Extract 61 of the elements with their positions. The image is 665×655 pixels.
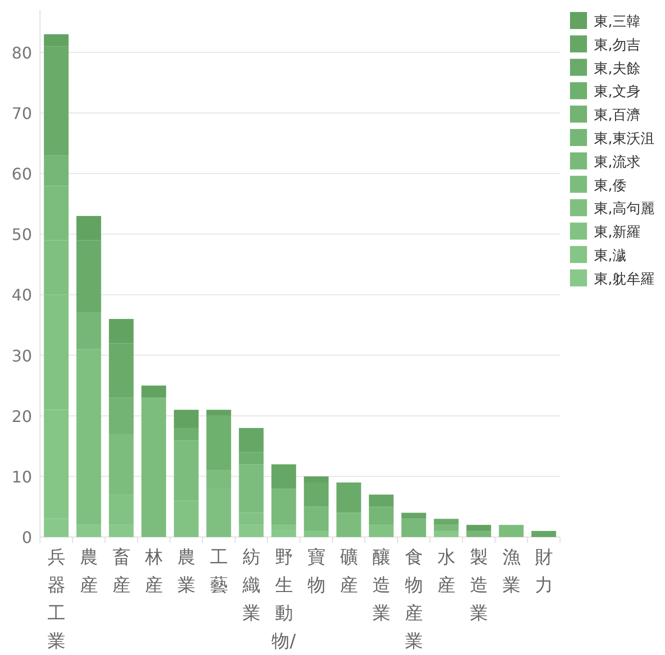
bar	[206, 416, 232, 470]
x-tick-label: 礦産	[340, 547, 358, 596]
legend-label: 東,高句麗	[594, 201, 654, 218]
bar	[466, 524, 492, 531]
bar	[434, 530, 459, 537]
y-tick-label: 60	[12, 164, 32, 184]
legend-label: 東,新羅	[594, 224, 640, 241]
bar	[336, 512, 362, 537]
bar	[531, 530, 556, 537]
legend-label: 東,東沃沮	[594, 131, 654, 147]
bar	[304, 506, 329, 531]
bar	[174, 428, 199, 440]
bar	[498, 524, 524, 537]
bar	[304, 530, 329, 537]
x-tick-label: 工藝	[210, 547, 228, 596]
y-tick-label: 0	[22, 528, 32, 547]
y-tick-label: 10	[12, 467, 32, 486]
legend-label: 東,躭牟羅	[594, 271, 654, 288]
bar	[174, 410, 199, 428]
legend-label: 東,夫餘	[594, 60, 640, 77]
legend-label: 東,濊	[594, 248, 626, 264]
x-tick-label: 兵器工業	[47, 547, 66, 652]
bar	[368, 524, 394, 537]
y-tick-label: 70	[12, 104, 32, 123]
bar	[401, 518, 426, 537]
y-tick-label: 50	[12, 225, 32, 244]
bar	[401, 512, 426, 519]
bar	[206, 410, 232, 416]
bar	[271, 464, 296, 489]
y-tick-label: 20	[12, 406, 32, 426]
legend-label: 東,倭	[594, 178, 626, 194]
x-tick-label: 紡織業	[241, 547, 260, 624]
bar	[368, 494, 394, 507]
bar	[368, 506, 394, 525]
legend-label: 東,文身	[594, 84, 640, 100]
bar	[336, 482, 362, 513]
x-tick-label: 食物産業	[404, 547, 423, 652]
y-tick-label: 30	[12, 346, 32, 366]
x-tick-label: 林産	[144, 547, 163, 596]
y-tick-label: 40	[12, 286, 32, 305]
bar	[434, 518, 459, 525]
bar	[466, 530, 492, 537]
x-tick-label: 野生動物/	[272, 547, 297, 652]
bar	[434, 524, 459, 531]
bar	[141, 398, 166, 537]
x-tick-label: 農業	[177, 547, 196, 596]
legend-label: 東,流求	[594, 154, 640, 170]
x-tick-label: 畜産	[112, 547, 130, 596]
bar	[271, 488, 296, 525]
x-tick-label: 釀造業	[372, 547, 390, 624]
legend-label: 東,勿吉	[594, 37, 640, 54]
legend-label: 東,百濟	[594, 108, 640, 124]
x-tick-label: 寶物	[307, 547, 326, 596]
x-tick-label: 漁業	[502, 547, 520, 596]
bar	[141, 386, 166, 398]
x-tick-label: 製造業	[470, 547, 488, 624]
x-tick-label: 水産	[437, 547, 456, 596]
x-tick-label: 農産	[80, 547, 98, 596]
x-tick-label: 財力	[534, 547, 553, 596]
y-tick-label: 80	[12, 43, 32, 62]
legend-label: 東,三韓	[594, 14, 640, 30]
